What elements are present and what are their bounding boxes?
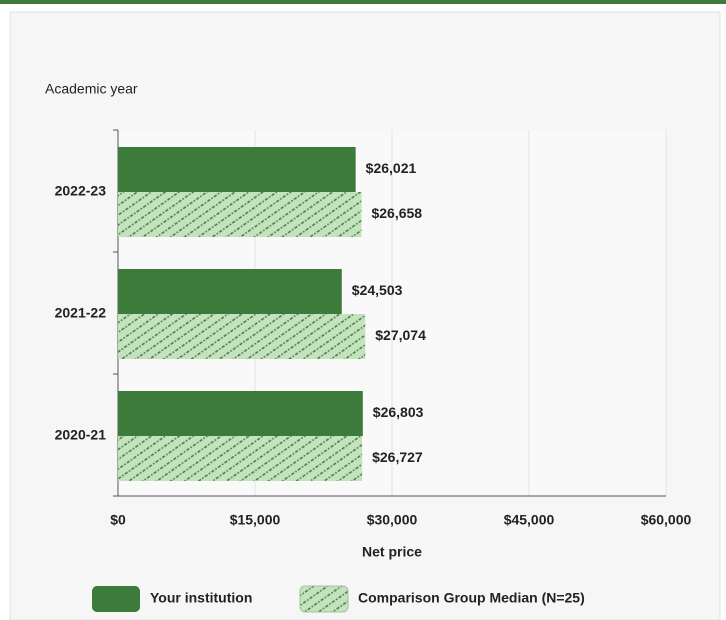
x-tick-label: $0 [110, 512, 126, 528]
legend-label: Comparison Group Median (N=25) [358, 590, 585, 606]
value-label: $26,021 [366, 160, 417, 176]
legend-swatch [299, 585, 349, 613]
value-label: $24,503 [352, 282, 403, 298]
x-tick-label: $30,000 [367, 512, 418, 528]
bar [118, 391, 363, 436]
y-axis-title: Academic year [45, 81, 138, 97]
value-label: $26,658 [371, 205, 422, 221]
bar [118, 192, 362, 237]
bar [118, 269, 342, 314]
value-label: $27,074 [375, 327, 426, 343]
x-tick-label: $15,000 [230, 512, 281, 528]
top-bar [0, 0, 726, 4]
bar [118, 147, 356, 192]
value-label: $26,803 [373, 404, 424, 420]
x-tick-label: $45,000 [504, 512, 555, 528]
bar [118, 436, 363, 481]
y-tick-label: 2021-22 [55, 305, 107, 321]
bar [118, 314, 366, 359]
x-axis-title: Net price [362, 544, 422, 560]
legend-swatch [92, 586, 140, 612]
legend-label: Your institution [150, 590, 252, 606]
y-tick-label: 2022-23 [55, 183, 107, 199]
y-tick-label: 2020-21 [55, 427, 107, 443]
value-label: $26,727 [372, 449, 423, 465]
x-tick-label: $60,000 [641, 512, 692, 528]
